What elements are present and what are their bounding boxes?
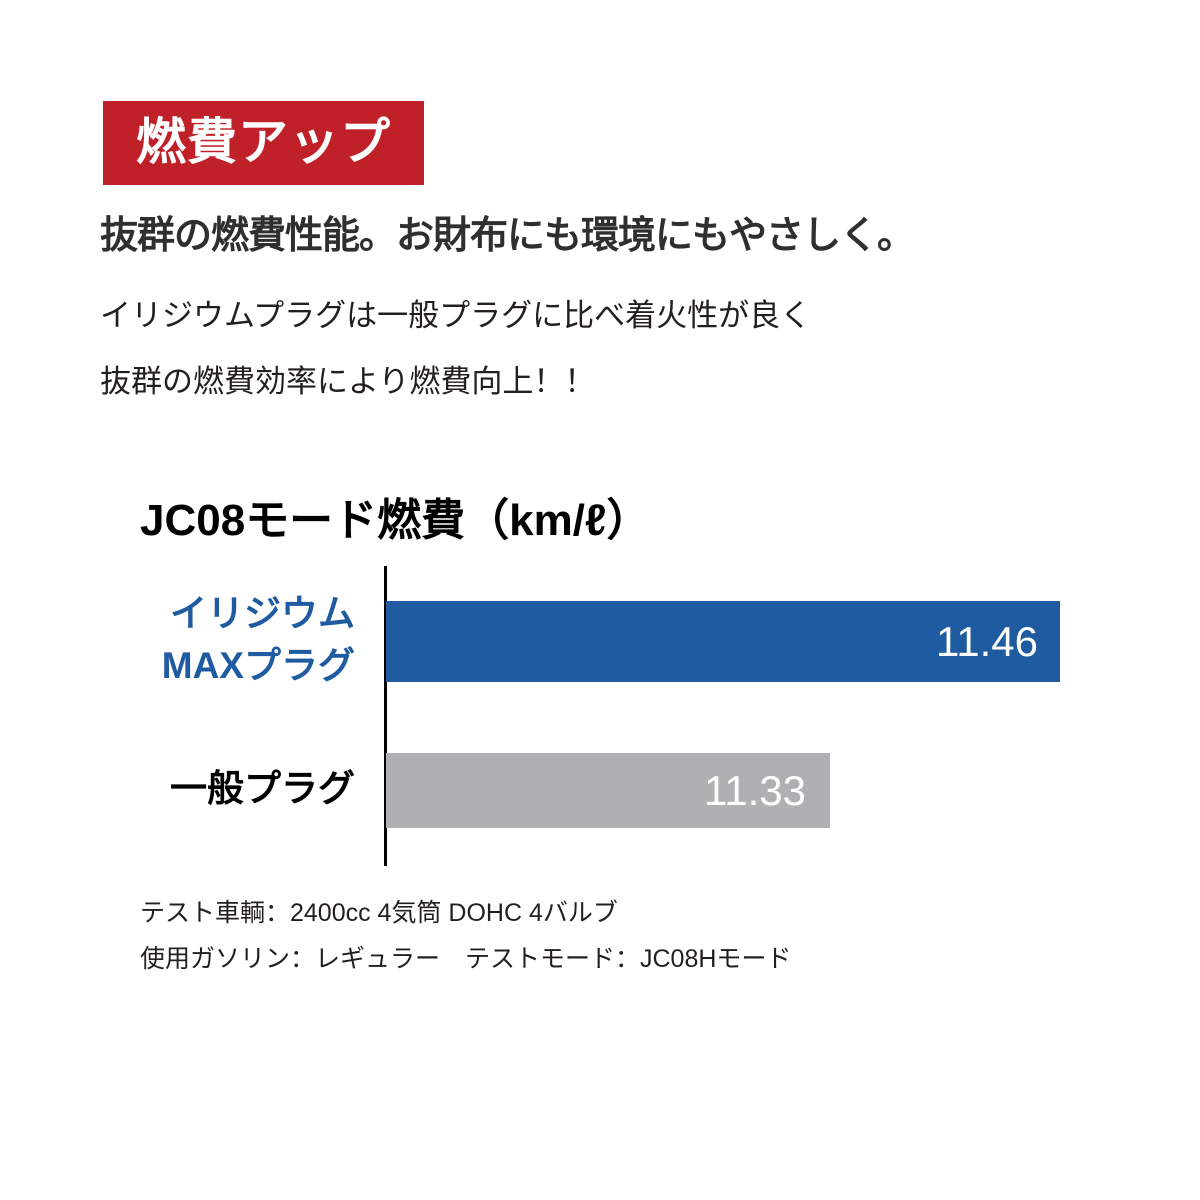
badge-label: 燃費アップ xyxy=(136,114,391,170)
page-headline: 抜群の燃費性能。お財布にも環境にもやさしく。 xyxy=(100,215,915,257)
chart-bar-value-general: 11.33 xyxy=(704,767,806,814)
chart-title: JC08モード燃費（km/ℓ） xyxy=(140,496,651,545)
body-line-1: イリジウムプラグは一般プラグに比べ着火性が良く xyxy=(100,298,812,333)
body-line-2: 抜群の燃費効率により燃費向上！！ xyxy=(100,364,596,399)
chart-category-label-iridium: イリジウム MAXプラグ xyxy=(105,588,355,692)
chart-row-general: 一般プラグ 11.33 xyxy=(0,753,1200,828)
chart-category-label-general: 一般プラグ xyxy=(170,768,355,809)
chart-category-label-iridium-line2: MAXプラグ xyxy=(161,645,355,686)
chart-bar-iridium: 11.46 xyxy=(386,601,1060,682)
chart-bar-value-iridium: 11.46 xyxy=(936,618,1038,665)
chart-footnotes: テスト車輌：2400cc 4気筒 DOHC 4バルブ 使用ガソリン：レギュラー … xyxy=(140,890,1040,982)
chart-axis-line xyxy=(384,566,387,866)
footnote-line-2: 使用ガソリン：レギュラー テストモード：JC08Hモード xyxy=(140,945,792,973)
chart-bar-general: 11.33 xyxy=(386,753,830,828)
footnote-line-1: テスト車輌：2400cc 4気筒 DOHC 4バルブ xyxy=(140,899,618,927)
chart-category-label-iridium-line1: イリジウム xyxy=(170,593,355,634)
body-copy: イリジウムプラグは一般プラグに比べ着火性が良く 抜群の燃費効率により燃費向上！！ xyxy=(100,283,1000,415)
chart-row-iridium: イリジウム MAXプラグ 11.46 xyxy=(0,593,1200,686)
fuel-economy-badge: 燃費アップ xyxy=(103,101,424,185)
